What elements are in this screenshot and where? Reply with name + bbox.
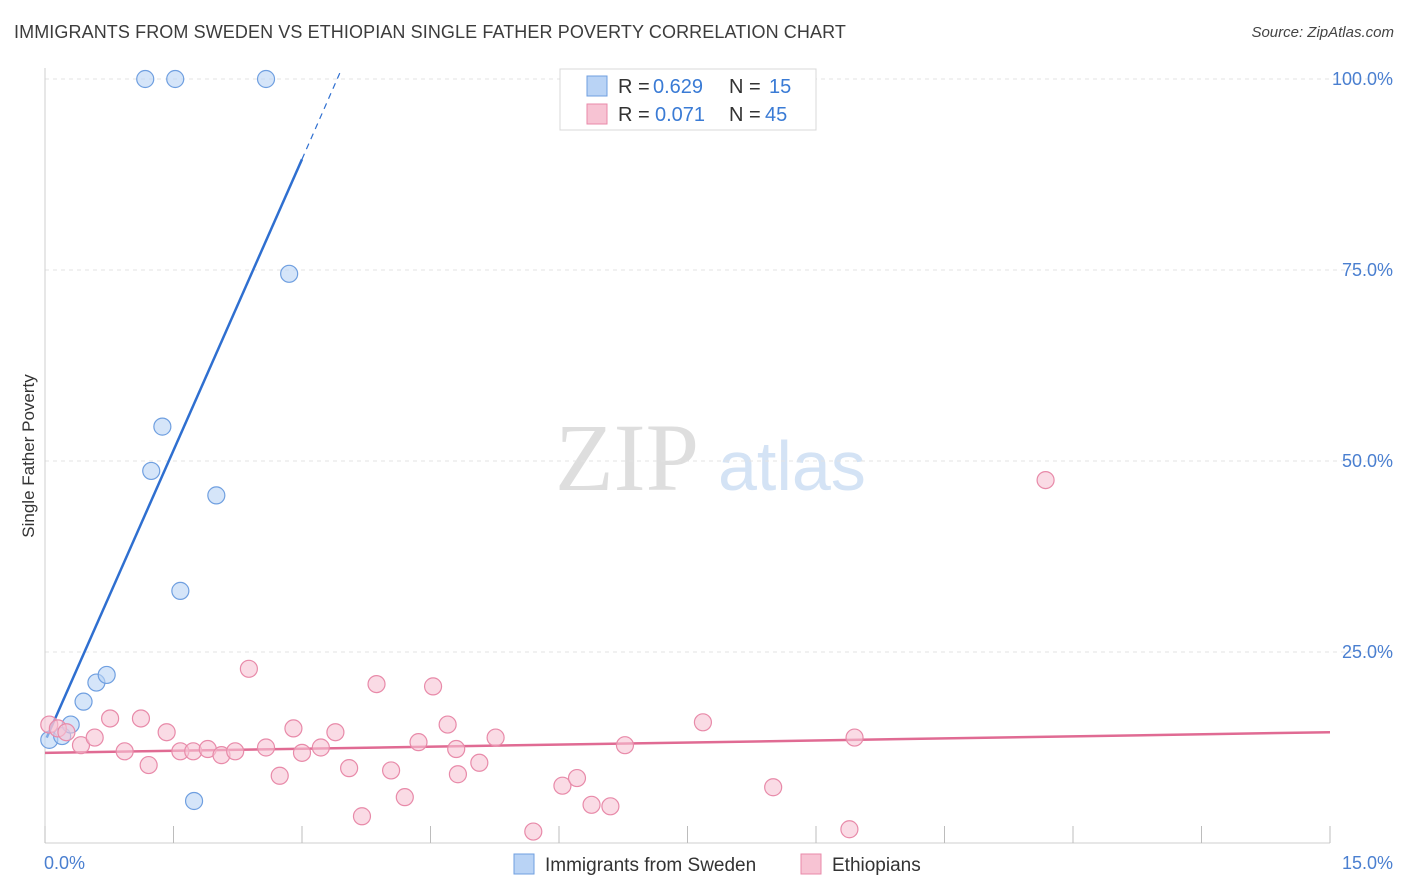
x-tick-label-end: 15.0% — [1342, 853, 1393, 873]
ethiopian-point-26 — [395, 788, 414, 807]
bottom-legend-label-ethiopians: Ethiopians — [832, 855, 921, 876]
ethiopian-point-25 — [381, 761, 401, 780]
ethiopian-point-7 — [131, 709, 151, 728]
legend-n-value-2: 45 — [765, 104, 787, 126]
ethiopian-point-3 — [71, 736, 91, 755]
y-tick-labels: 25.0% 50.0% 75.0% 100.0% — [1332, 69, 1393, 662]
legend-r-value-1: 0.629 — [653, 76, 703, 98]
ethiopian-point-20 — [311, 738, 330, 757]
y-tick-label-1: 50.0% — [1342, 451, 1393, 471]
ethiopian-point-34 — [553, 776, 572, 795]
chart-title: IMMIGRANTS FROM SWEDEN VS ETHIOPIAN SING… — [14, 22, 846, 42]
ethiopian-point-16 — [256, 738, 276, 757]
series-legend: Immigrants from Sweden Ethiopians — [513, 853, 921, 876]
ethiopian-point-17 — [270, 766, 289, 785]
data-points — [40, 69, 1055, 841]
y-tick-label-3: 100.0% — [1332, 69, 1393, 89]
legend-n-label-2: N = — [729, 104, 761, 126]
watermark-zip: ZIP — [555, 404, 699, 511]
bottom-legend-label-sweden: Immigrants from Sweden — [545, 855, 756, 876]
y-axis-label: Single Father Poverty — [19, 374, 38, 538]
bottom-legend-swatch-pink — [800, 853, 822, 875]
gridlines — [45, 78, 1392, 653]
sweden-point-13 — [171, 581, 190, 600]
sweden-point-14 — [184, 791, 204, 811]
x-tick-label-start: 0.0% — [44, 853, 85, 873]
y-tick-label-2: 75.0% — [1342, 260, 1393, 280]
sweden-point-12 — [207, 486, 226, 505]
ethiopian-point-28 — [423, 677, 443, 696]
ethiopian-point-39 — [693, 713, 713, 732]
y-tick-label-0: 25.0% — [1342, 642, 1393, 662]
legend-swatch-blue — [586, 75, 608, 97]
source-credit: Source: ZipAtlas.com — [1251, 24, 1394, 41]
legend-r-label-2: R = — [618, 104, 650, 126]
ethiopian-point-9 — [157, 723, 176, 742]
sweden-point-11 — [142, 461, 161, 481]
ethiopian-point-42 — [840, 820, 859, 839]
ethiopian-point-40 — [764, 778, 783, 797]
ethiopian-point-36 — [582, 795, 601, 814]
sweden-point-10 — [153, 417, 172, 436]
ethiopian-point-30 — [447, 739, 466, 759]
ethiopian-point-19 — [292, 743, 312, 762]
ethiopian-point-6 — [115, 742, 134, 761]
ethiopian-point-32 — [486, 728, 505, 747]
ethiopian-point-44 — [448, 765, 468, 784]
ethiopian-point-23 — [352, 807, 372, 826]
ethiopian-point-15 — [239, 659, 258, 678]
correlation-legend: R = 0.629 N = 15 R = 0.071 N = 45 — [559, 68, 817, 131]
legend-n-value-1: 15 — [769, 76, 791, 98]
axes — [44, 68, 1331, 844]
legend-r-label-1: R = — [618, 76, 650, 98]
ethiopian-point-33 — [524, 822, 543, 841]
sweden-point-3 — [74, 692, 93, 711]
ethiopian-point-31 — [470, 753, 489, 772]
ethiopian-point-29 — [438, 715, 457, 734]
sweden-trend-extension — [301, 71, 342, 160]
ethiopian-point-27 — [409, 733, 428, 752]
x-tick-labels: 0.0% 15.0% — [44, 853, 1393, 873]
ethiopian-point-5 — [101, 709, 120, 728]
bottom-legend-swatch-blue — [513, 853, 535, 875]
ethiopian-point-22 — [340, 759, 359, 778]
ethiopian-point-41 — [845, 728, 864, 747]
sweden-point-7 — [166, 69, 185, 89]
watermark-atlas: atlas — [718, 427, 866, 505]
ethiopian-point-38 — [615, 736, 635, 755]
sweden-trend-line — [45, 158, 304, 739]
ethiopian-point-21 — [326, 723, 345, 742]
ethiopian-point-14 — [226, 742, 245, 761]
sweden-point-9 — [280, 264, 299, 283]
ethiopian-point-4 — [85, 728, 104, 747]
ethiopian-point-18 — [284, 719, 303, 738]
legend-swatch-pink — [586, 103, 608, 125]
ethiopian-point-37 — [601, 797, 620, 816]
sweden-point-5 — [97, 665, 116, 685]
legend-r-value-2: 0.071 — [655, 104, 705, 126]
ethiopian-point-43 — [1036, 471, 1055, 490]
ethiopian-point-35 — [567, 768, 587, 788]
ethiopian-point-8 — [139, 755, 158, 775]
ethiopian-point-24 — [367, 674, 386, 694]
sweden-point-6 — [136, 69, 155, 89]
sweden-point-8 — [256, 69, 276, 89]
ethiopian-point-2 — [57, 723, 76, 742]
legend-n-label-1: N = — [729, 76, 761, 98]
